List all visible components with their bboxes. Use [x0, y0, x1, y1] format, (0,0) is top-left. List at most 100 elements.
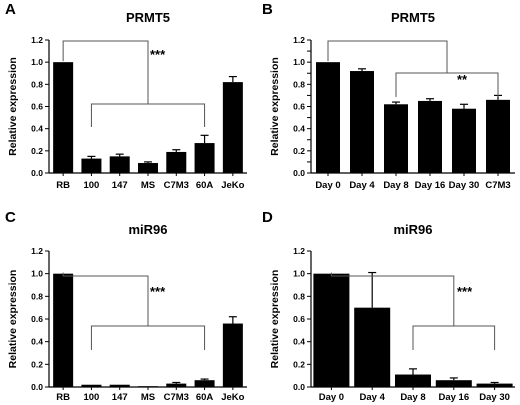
bar — [452, 108, 476, 173]
category-label: RB — [56, 392, 70, 403]
category-label: Day 16 — [438, 392, 469, 403]
significance-bracket-group — [90, 103, 206, 127]
significance-marker: *** — [150, 284, 166, 299]
y-tick-label: 1.2 — [31, 246, 43, 256]
chart-title: PRMT5 — [391, 10, 435, 25]
category-label: MS — [141, 180, 155, 191]
bar — [166, 151, 187, 173]
y-tick-label: 0.6 — [293, 102, 305, 112]
category-label: C7M3 — [164, 180, 189, 191]
category-label: Day 30 — [449, 180, 480, 191]
category-label: Day 4 — [349, 180, 375, 191]
bar — [418, 100, 442, 173]
y-tick-label: 0.0 — [293, 382, 305, 392]
y-tick-label: 0.4 — [293, 124, 305, 134]
significance-marker: *** — [457, 284, 473, 299]
significance-bracket-group — [412, 325, 496, 350]
chart-title: miR96 — [393, 222, 432, 237]
bar — [53, 273, 74, 387]
y-tick-label: 0.2 — [31, 359, 43, 369]
category-label: Day 30 — [479, 392, 510, 403]
bar — [486, 99, 510, 173]
y-tick-label: 0.0 — [31, 168, 43, 178]
y-tick-label: 0.8 — [31, 79, 43, 89]
bar — [166, 383, 187, 387]
category-label: 147 — [112, 180, 128, 191]
category-label: JeKo — [221, 392, 244, 403]
bar — [81, 384, 102, 387]
panel-letter: D — [262, 209, 273, 226]
category-label: 60A — [196, 392, 214, 403]
y-tick-label: 0.4 — [31, 337, 43, 347]
panel-b: B PRMT5 Relative expression 0.0 0.2 0.4 0.6 0.8… — [262, 1, 515, 191]
category-label: Day 4 — [360, 392, 386, 403]
category-label: JeKo — [221, 180, 244, 191]
y-tick-label: 1.2 — [293, 35, 305, 45]
panel-letter: A — [5, 1, 16, 18]
category-label: Day 8 — [400, 392, 425, 403]
chart-title: miR96 — [128, 222, 167, 237]
bar — [354, 307, 391, 387]
y-tick-label: 1.0 — [293, 57, 305, 67]
y-axis-label: Relative expression — [7, 270, 19, 369]
y-tick-label: 0.6 — [31, 102, 43, 112]
significance-marker: *** — [150, 47, 166, 62]
y-tick-label: 0.0 — [293, 168, 305, 178]
panel-a: A PRMT5 Relative expression 0.0 0.2 0.4 0.6 0.8… — [5, 1, 247, 191]
category-label: 147 — [112, 392, 128, 403]
y-axis-label: Relative expression — [269, 57, 281, 156]
y-tick-label: 0.0 — [31, 382, 43, 392]
category-label: RB — [56, 180, 70, 191]
category-label: Day 16 — [415, 180, 446, 191]
bar — [384, 104, 408, 173]
y-tick-label: 0.2 — [293, 359, 305, 369]
y-tick-label: 1.0 — [31, 269, 43, 279]
bar — [222, 82, 243, 173]
bar — [350, 71, 374, 173]
y-tick-label: 0.6 — [31, 314, 43, 324]
y-tick-label: 1.0 — [293, 269, 305, 279]
category-label: 60A — [196, 180, 214, 191]
y-axis-label: Relative expression — [7, 57, 19, 156]
category-label: C7M3 — [164, 392, 189, 403]
bar — [81, 158, 102, 173]
chart-title: PRMT5 — [126, 10, 170, 25]
bar — [435, 380, 472, 387]
bar — [138, 386, 158, 387]
y-tick-label: 0.2 — [31, 146, 43, 156]
significance-bracket-top — [62, 272, 149, 326]
category-label: C7M3 — [485, 180, 510, 191]
category-label: 100 — [83, 392, 99, 403]
y-tick-label: 0.8 — [293, 79, 305, 89]
category-label: 100 — [83, 180, 99, 191]
bar — [109, 156, 130, 173]
category-label: MS — [141, 392, 155, 403]
bar — [395, 374, 431, 387]
category-label: Day 0 — [315, 180, 340, 191]
category-label: Day 8 — [383, 180, 408, 191]
bar — [194, 143, 215, 173]
significance-bracket-top — [327, 40, 448, 73]
panel-letter: B — [262, 1, 273, 18]
y-tick-label: 0.4 — [31, 124, 43, 134]
y-axis-label: Relative expression — [269, 270, 281, 369]
y-tick-label: 0.6 — [293, 314, 305, 324]
bar — [316, 62, 340, 173]
panel-letter: C — [5, 209, 16, 226]
y-tick-label: 1.2 — [31, 35, 43, 45]
bar — [138, 163, 158, 173]
y-tick-label: 0.8 — [31, 291, 43, 301]
bar — [313, 273, 350, 387]
significance-bracket-top — [62, 40, 149, 104]
significance-marker: ** — [457, 72, 468, 87]
y-tick-label: 0.4 — [293, 337, 305, 347]
y-tick-label: 0.2 — [293, 146, 305, 156]
significance-bracket-group — [90, 325, 206, 350]
y-tick-label: 1.2 — [293, 246, 305, 256]
bar — [53, 62, 74, 173]
significance-bracket-group — [395, 72, 499, 97]
bar — [476, 383, 513, 387]
